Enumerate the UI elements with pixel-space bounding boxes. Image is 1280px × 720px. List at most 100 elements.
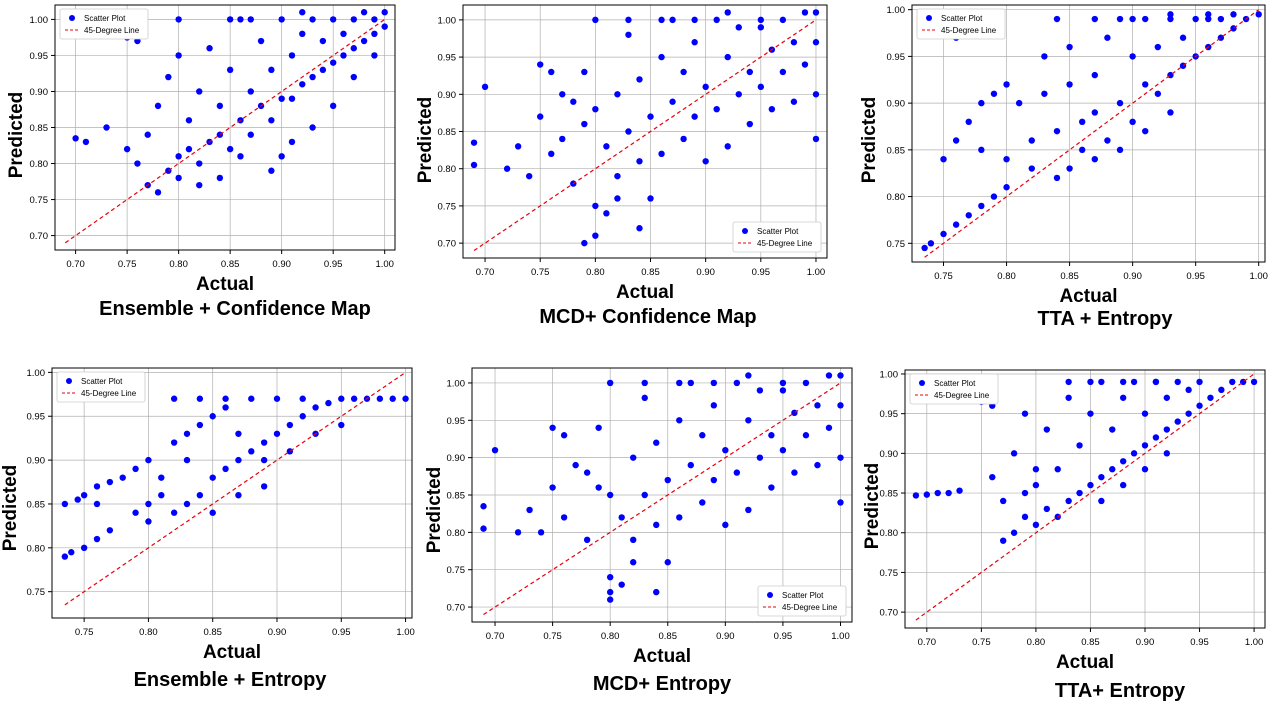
legend-box: [916, 8, 1006, 40]
scatter-point: [329, 16, 337, 23]
scatter-point: [260, 439, 268, 446]
scatter-point: [286, 421, 294, 429]
y-tick-label: 0.90: [30, 87, 49, 98]
scatter-point: [237, 16, 244, 23]
scatter-point: [581, 120, 588, 128]
y-tick-label: 1.00: [447, 378, 466, 389]
scatter-point: [222, 465, 229, 473]
scatter-point: [940, 156, 947, 163]
scatter-point: [1116, 99, 1124, 107]
scatter-point: [371, 52, 378, 59]
y-tick-label: 0.80: [880, 528, 899, 539]
scatter-point: [268, 167, 275, 174]
scatter-chart-2: 0.70 0.75 0.80 0.85 0.90 0.95 1.00 0.70 0.75 0.80…: [415, 4, 828, 303]
scatter-point: [1091, 71, 1099, 79]
scatter-point: [965, 212, 972, 219]
scatter-point: [952, 137, 960, 144]
x-tick-label: 0.85: [203, 627, 222, 638]
scatter-point: [288, 52, 296, 59]
scatter-point: [722, 521, 729, 529]
scatter-point: [814, 402, 821, 409]
x-axis-label: Actual: [1056, 652, 1114, 673]
scatter-point: [636, 225, 643, 232]
x-tick-label: 0.85: [221, 259, 240, 270]
scatter-point: [779, 68, 787, 76]
scatter-point: [999, 537, 1007, 544]
scatter-point: [978, 202, 985, 210]
scatter-point: [309, 73, 316, 81]
scatter-point: [923, 491, 931, 498]
scatter-point: [248, 395, 255, 402]
scatter-point: [350, 45, 357, 52]
y-tick-label: 0.95: [30, 51, 49, 62]
scatter-point: [360, 37, 368, 45]
scatter-point: [381, 23, 388, 30]
scatter-point: [1142, 127, 1149, 135]
scatter-point: [134, 37, 141, 45]
scatter-point: [945, 489, 952, 497]
scatter-point: [630, 536, 637, 544]
scatter-point: [676, 514, 683, 521]
x-tick-label: 0.75: [934, 271, 953, 282]
scatter-point: [581, 239, 588, 247]
scatter-point: [606, 588, 614, 596]
scatter-chart-3: 0.75 0.80 0.85 0.90 0.95 1.00 0.75 0.80 0.85 0.90…: [859, 4, 1268, 307]
scatter-point: [549, 484, 556, 491]
scatter-point: [606, 596, 614, 603]
scatter-point: [1129, 118, 1136, 126]
x-axis-label: Actual: [616, 282, 674, 303]
scatter-point: [1078, 118, 1086, 126]
y-tick-label: 0.80: [438, 164, 457, 175]
y-tick-label: 0.70: [438, 239, 457, 250]
scatter-point: [1065, 497, 1072, 505]
y-tick-label: 0.90: [27, 456, 46, 467]
scatter-point: [247, 131, 254, 138]
scatter-point: [956, 487, 963, 494]
scatter-point: [572, 461, 579, 469]
scatter-point: [1230, 11, 1237, 18]
scatter-point: [175, 174, 182, 182]
plot-frame: [471, 367, 853, 623]
scatter-point: [268, 117, 275, 124]
y-tick-label: 0.90: [438, 90, 457, 101]
scatter-point: [175, 16, 182, 23]
scatter-point: [132, 509, 139, 516]
scatter-point: [222, 395, 229, 402]
scatter-point: [691, 113, 698, 120]
scatter-point: [248, 448, 255, 455]
scatter-point: [1104, 137, 1111, 144]
x-tick-label: 0.90: [696, 267, 715, 278]
y-axis-label: Predicted: [424, 467, 445, 554]
scatter-point: [216, 174, 224, 182]
scatter-point: [1041, 53, 1048, 60]
y-tick-label: 0.85: [880, 489, 899, 500]
scatter-point: [606, 573, 614, 581]
scatter-point: [278, 95, 285, 102]
scatter-point: [1104, 34, 1111, 41]
scatter-point: [1116, 146, 1124, 154]
scatter-point: [1192, 15, 1199, 23]
legend-box: [732, 221, 822, 253]
scatter-point: [1053, 15, 1061, 23]
scatter-point: [1015, 99, 1023, 107]
scatter-point: [625, 16, 632, 24]
x-tick-label: 0.80: [1027, 637, 1046, 648]
scatter-point: [801, 9, 809, 16]
scatter-point: [80, 544, 88, 552]
legend-label-scatter: Scatter Plot: [934, 379, 976, 388]
scatter-point: [226, 16, 234, 23]
scatter-point: [658, 53, 665, 61]
x-tick-label: 1.00: [1249, 271, 1268, 282]
reference-line-45-degree: [483, 382, 841, 616]
y-tick-label: 0.75: [30, 195, 49, 206]
legend-label-scatter: Scatter Plot: [941, 14, 983, 23]
scatter-point: [733, 379, 741, 387]
scatter-point: [93, 535, 101, 543]
scatter-point: [595, 484, 602, 491]
y-tick-label: 0.80: [27, 543, 46, 554]
y-tick-label: 0.85: [438, 127, 457, 138]
legend-label-scatter: Scatter Plot: [782, 591, 824, 600]
legend-box: [757, 585, 847, 617]
legend-label-line: 45-Degree Line: [757, 239, 813, 248]
legend-box: [909, 373, 999, 405]
